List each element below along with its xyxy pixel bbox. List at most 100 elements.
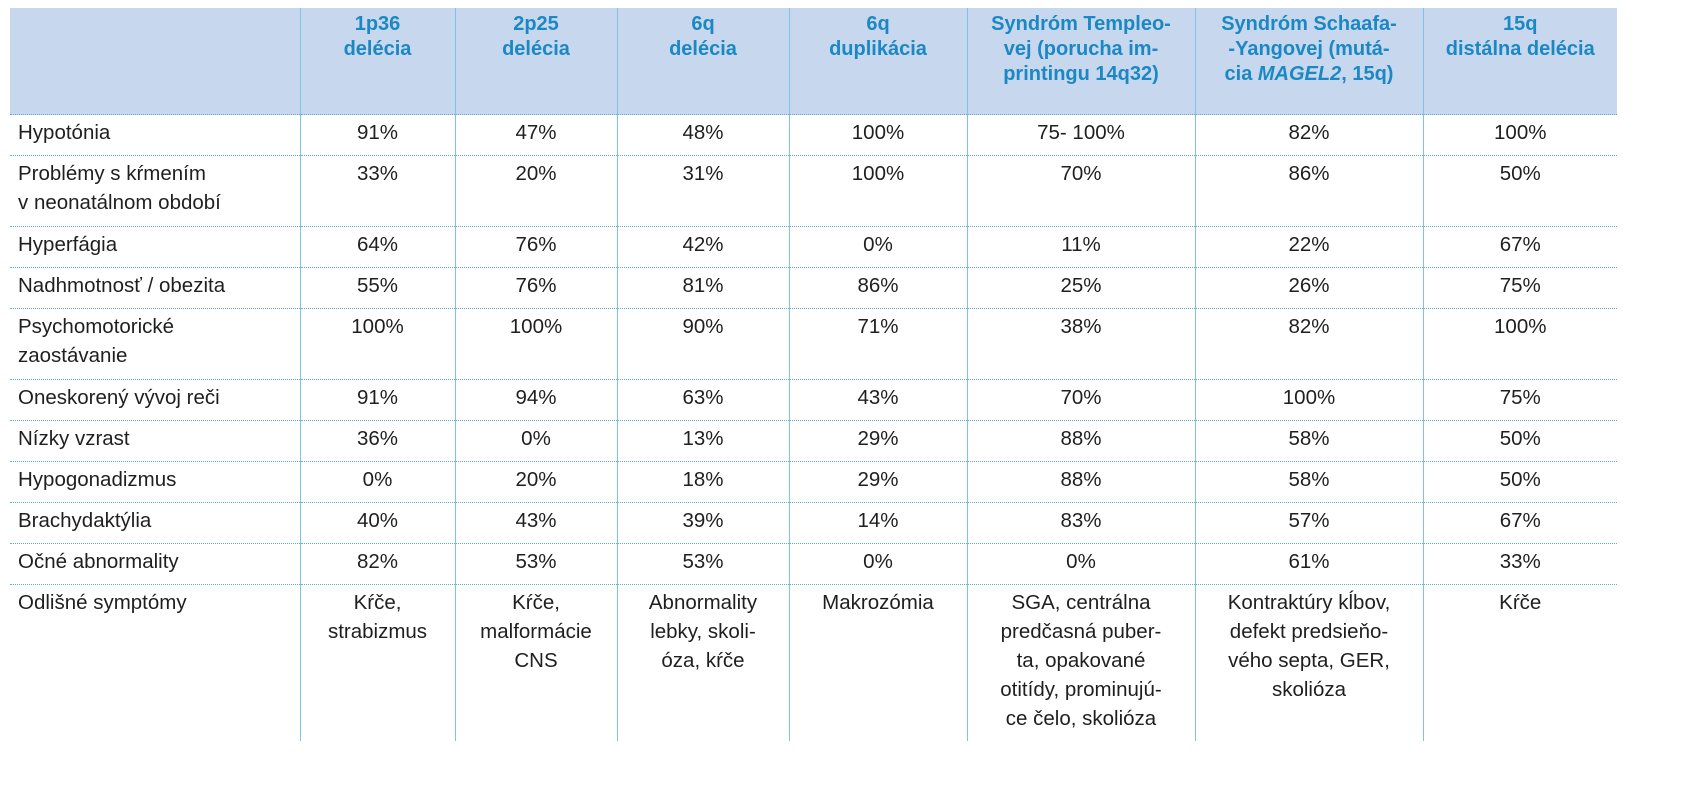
row-label-line: Hypotónia: [18, 121, 111, 144]
table-cell: 55%: [299, 267, 456, 309]
row-label-line: Hypogonadizmus: [18, 468, 177, 491]
table-cell: 91%: [299, 114, 456, 156]
table-cell: 58%: [1194, 461, 1424, 503]
row-label: Odlišné symptómy: [10, 584, 301, 741]
table-cell: 43%: [788, 379, 968, 421]
table-cell: 70%: [966, 379, 1196, 421]
header-row: 1p36 delécia 2p25 delécia 6q delécia 6q dupliká…: [10, 8, 1617, 115]
column-header-line: vej (porucha im-: [1003, 38, 1159, 60]
table-cell: 90%: [616, 308, 790, 380]
row-label: Oneskorený vývoj reči: [10, 379, 301, 421]
column-header-line: 6q: [866, 13, 890, 35]
table-cell: 29%: [788, 461, 968, 503]
table-row: Nízky vzrast 36% 0% 13% 29% 88% 58% 50%: [10, 420, 1617, 462]
column-header-line: duplikácia: [829, 38, 927, 60]
table-row: Hyperfágia 64% 76% 42% 0% 11% 22% 67%: [10, 226, 1617, 268]
row-label: Problémy s kŕmením v neonatálnom období: [10, 155, 301, 227]
gene-name: MAGEL2: [1257, 63, 1342, 85]
table-body: Hypotónia 91% 47% 48% 100% 75- 100% 82% 100% Pro…: [10, 114, 1617, 741]
cell-line: Kŕče,: [512, 591, 560, 614]
column-header-line: cia MAGEL2, 15q): [1224, 63, 1394, 85]
row-label-line: Očné abnormality: [18, 550, 179, 573]
row-label: Hypogonadizmus: [10, 461, 301, 503]
table-row: Oneskorený vývoj reči 91% 94% 63% 43% 70% 100%…: [10, 379, 1617, 421]
table-cell: 67%: [1422, 502, 1617, 544]
table-cell: 91%: [299, 379, 456, 421]
table-cell: 18%: [616, 461, 790, 503]
table-cell: 25%: [966, 267, 1196, 309]
table-cell: 67%: [1422, 226, 1617, 268]
table-cell: 76%: [454, 226, 618, 268]
table-row: Psychomotorické zaostávanie 100% 100% 90% 71%…: [10, 308, 1617, 380]
table-cell: 39%: [616, 502, 790, 544]
table-cell: 83%: [966, 502, 1196, 544]
table-cell: 57%: [1194, 502, 1424, 544]
table-cell: 43%: [454, 502, 618, 544]
cell-line: otitídy, prominujú-: [1000, 678, 1162, 701]
table-cell: 31%: [616, 155, 790, 227]
cell-line: Kŕče,: [353, 591, 402, 614]
table-cell: 82%: [1194, 308, 1424, 380]
table-cell: 13%: [616, 420, 790, 462]
table-row: Brachydaktýlia 40% 43% 39% 14% 83% 57% 67%: [10, 502, 1617, 544]
table-cell: Kŕče: [1422, 584, 1617, 741]
table-cell: 0%: [788, 543, 968, 585]
row-label-line: zaostávanie: [18, 344, 128, 367]
table-cell: 20%: [454, 461, 618, 503]
cell-line: ta, opakované: [1016, 649, 1146, 672]
comparison-table-container: 1p36 delécia 2p25 delécia 6q delécia 6q dupliká…: [10, 8, 1617, 741]
cell-line: CNS: [514, 649, 558, 672]
table-cell: 63%: [616, 379, 790, 421]
table-cell: Kontraktúry kĺbov, defekt predsieňo-vého …: [1194, 584, 1424, 741]
table-cell: 47%: [454, 114, 618, 156]
cell-line: Kontraktúry kĺbov,: [1227, 591, 1391, 614]
row-label-line: Hyperfágia: [18, 233, 118, 256]
column-header-line: 15q: [1503, 13, 1538, 35]
column-header-line: delécia: [669, 38, 737, 60]
table-cell: 82%: [1194, 114, 1424, 156]
cell-line: defekt predsieňo-: [1229, 620, 1389, 643]
cell-line: vého septa, GER,: [1228, 649, 1390, 672]
table-cell: 40%: [299, 502, 456, 544]
table-cell: 42%: [616, 226, 790, 268]
table-cell: Kŕče, malformácie CNS: [454, 584, 618, 741]
table-cell: 36%: [299, 420, 456, 462]
column-header-line: distálna delécia: [1445, 38, 1595, 60]
table-cell: 100%: [1422, 114, 1617, 156]
table-cell: 48%: [616, 114, 790, 156]
column-header: 6q delécia: [616, 8, 790, 115]
column-header: Syndróm Schaafa- -Yangovej (mutá-cia MAGE…: [1194, 8, 1424, 115]
table-cell: Abnormality lebky, skoli-óza, kŕče: [616, 584, 790, 741]
table-cell: 0%: [454, 420, 618, 462]
table-cell: 50%: [1422, 461, 1617, 503]
row-label-line: Psychomotorické: [18, 315, 175, 338]
row-label-line: Oneskorený vývoj reči: [18, 386, 220, 409]
table-cell: 70%: [966, 155, 1196, 227]
cell-line: Abnormality: [648, 591, 758, 614]
table-cell: 81%: [616, 267, 790, 309]
table-cell: 86%: [788, 267, 968, 309]
table-cell: 33%: [299, 155, 456, 227]
table-row-symptoms: Odlišné symptómy Kŕče, strabizmus Kŕče, malf…: [10, 584, 1617, 741]
table-cell: 29%: [788, 420, 968, 462]
table-cell: 50%: [1422, 420, 1617, 462]
table-cell: 100%: [788, 155, 968, 227]
table-cell: 100%: [1194, 379, 1424, 421]
table-cell: 94%: [454, 379, 618, 421]
table-cell: 100%: [299, 308, 456, 380]
row-label-line: Odlišné symptómy: [18, 591, 187, 614]
table-cell: 75- 100%: [966, 114, 1196, 156]
column-header-line: 2p25: [513, 13, 559, 35]
row-label-line: Nízky vzrast: [18, 427, 130, 450]
cell-line: ce čelo, skolióza: [1005, 707, 1157, 730]
column-header-line: delécia: [343, 38, 412, 60]
table-cell: 88%: [966, 420, 1196, 462]
row-label-line: Brachydaktýlia: [18, 509, 152, 532]
row-label: Psychomotorické zaostávanie: [10, 308, 301, 380]
column-header-line: Syndróm Templeo-: [991, 13, 1171, 35]
table-cell: 64%: [299, 226, 456, 268]
table-cell: 71%: [788, 308, 968, 380]
row-label-line: Nadhmotnosť / obezita: [18, 274, 226, 297]
table-row: Hypotónia 91% 47% 48% 100% 75- 100% 82% 100%: [10, 114, 1617, 156]
row-label: Nízky vzrast: [10, 420, 301, 462]
